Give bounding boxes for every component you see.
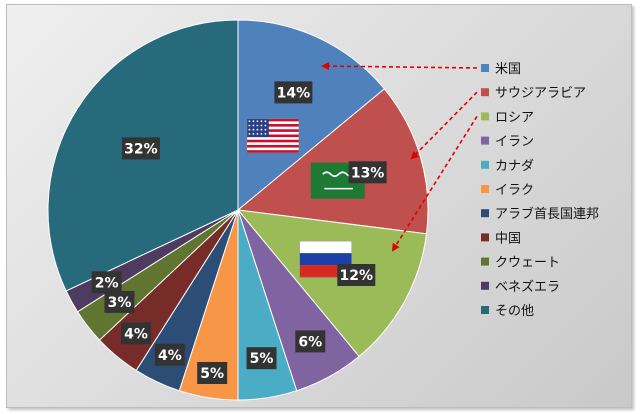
legend-item-6: イラク xyxy=(481,183,534,198)
slice-4-label-box xyxy=(295,330,326,353)
slice-10-label-box xyxy=(91,271,122,294)
legend-label: 中国 xyxy=(495,231,521,246)
legend-swatch xyxy=(481,160,489,169)
slice-10-label-text: 2% xyxy=(95,275,119,291)
legend-label: その他 xyxy=(495,304,534,319)
legend-item-2: サウジアラビア xyxy=(481,86,586,101)
legend-item-5: カナダ xyxy=(481,159,534,174)
us-flag-icon xyxy=(246,118,300,154)
slice-4-data-label: 6% xyxy=(295,330,326,353)
pie-slices xyxy=(47,19,429,401)
legend-item-9: クウェート xyxy=(481,256,560,271)
data-labels: 14% 13% 12% 6% 5% 5% 4% 4% 3% 2% 32% xyxy=(91,81,387,384)
legend-swatch xyxy=(481,257,489,266)
slice-11-label-box xyxy=(121,137,160,160)
slice-7-label-text: 4% xyxy=(158,348,182,364)
slice-3-label-text: 12% xyxy=(340,268,374,284)
legend-item-10: ベネズエラ xyxy=(481,279,560,295)
legend-label: サウジアラビア xyxy=(495,86,586,101)
legend-item-7: アラブ首長国連邦 xyxy=(481,206,599,222)
legend-label: アラブ首長国連邦 xyxy=(495,206,599,222)
slice-3-wedge xyxy=(236,209,428,358)
slice-4-label-text: 6% xyxy=(298,334,322,350)
legend-item-8: 中国 xyxy=(481,231,521,246)
slice-2-data-label: 13% xyxy=(348,161,387,184)
legend-label: ベネズエラ xyxy=(495,279,560,295)
legend-label: 米国 xyxy=(495,62,521,77)
slice-5-data-label: 5% xyxy=(246,347,277,370)
legend-item-4: イラン xyxy=(481,135,534,150)
legend-swatch xyxy=(481,88,489,97)
slice-9-label-text: 3% xyxy=(108,295,132,311)
annotation-arrows xyxy=(321,62,478,252)
slice-10-data-label: 2% xyxy=(91,271,122,294)
legend-label: イラク xyxy=(495,183,534,198)
legend-swatch xyxy=(481,281,489,290)
annotation-arrow-2 xyxy=(410,91,478,160)
legend-swatch xyxy=(481,112,489,121)
legend-swatch xyxy=(481,136,489,145)
slice-6-label-box xyxy=(197,362,228,384)
slice-5-label-text: 5% xyxy=(250,351,274,367)
slice-1-data-label: 14% xyxy=(274,81,313,104)
legend-item-1: 米国 xyxy=(481,62,521,77)
slice-7-data-label: 4% xyxy=(154,343,185,366)
legend-label: クウェート xyxy=(495,256,560,271)
slice-11-data-label: 32% xyxy=(121,137,160,160)
slice-8-data-label: 4% xyxy=(121,322,151,345)
legend: 米国サウジアラビアロシアイランカナダイラクアラブ首長国連邦中国クウェートベネズエ… xyxy=(481,62,599,319)
slice-2-wedge xyxy=(236,88,429,235)
slice-1-label-box xyxy=(274,81,313,104)
annotation-arrow-1 xyxy=(321,62,478,71)
slice-9-label-box xyxy=(104,290,135,313)
slice-1-wedge xyxy=(237,19,386,212)
slice-3-label-box xyxy=(337,264,376,286)
slice-5-label-box xyxy=(246,347,277,370)
legend-swatch xyxy=(481,233,489,242)
legend-swatch xyxy=(481,306,489,314)
legend-label: カナダ xyxy=(495,159,534,174)
slice-9-data-label: 3% xyxy=(104,290,135,313)
slice-1-label-text: 14% xyxy=(277,85,311,101)
legend-swatch xyxy=(481,185,489,193)
slice-2-label-box xyxy=(348,161,387,184)
legend-item-3: ロシア xyxy=(481,110,534,125)
slice-6-label-text: 5% xyxy=(200,366,224,382)
legend-item-11: その他 xyxy=(481,304,534,319)
slice-3-data-label: 12% xyxy=(337,264,376,286)
legend-swatch xyxy=(481,209,489,218)
annotation-arrow-3 xyxy=(391,115,478,252)
legend-label: イラン xyxy=(495,135,534,150)
slice-8-label-box xyxy=(121,322,151,345)
slice-2-label-text: 13% xyxy=(351,165,385,181)
flags xyxy=(246,118,365,278)
slice-7-label-box xyxy=(154,343,185,366)
legend-label: ロシア xyxy=(495,110,534,125)
slice-8-label-text: 4% xyxy=(124,326,148,342)
slice-6-data-label: 5% xyxy=(197,362,228,384)
legend-swatch xyxy=(481,64,489,72)
slice-11-label-text: 32% xyxy=(124,141,158,157)
